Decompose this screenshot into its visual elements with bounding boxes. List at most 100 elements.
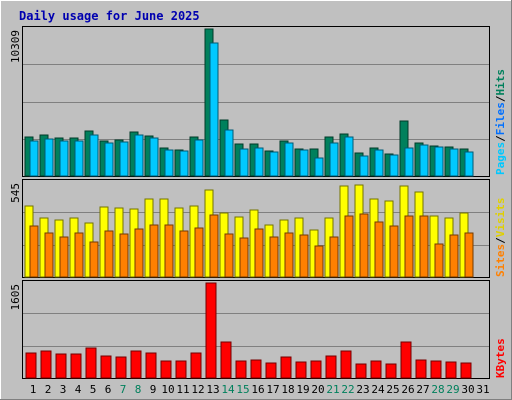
bar-kbytes-day-5: [85, 347, 97, 379]
bar-sites-day-28: [434, 243, 444, 278]
x-tick-label-1: 1: [30, 383, 37, 396]
bar-sites-day-30: [464, 232, 474, 278]
bar-files-day-25: [389, 154, 399, 177]
bar-kbytes-day-25: [385, 363, 397, 379]
x-tick-label-17: 17: [266, 383, 279, 396]
x-tick-label-23: 23: [356, 383, 369, 396]
x-tick-label-4: 4: [75, 383, 82, 396]
x-tick-label-18: 18: [281, 383, 294, 396]
bar-files-day-9: [149, 137, 159, 177]
bar-kbytes-day-10: [160, 360, 172, 379]
bar-kbytes-day-16: [250, 359, 262, 379]
panel-bottom-ymax-label: 1605: [9, 284, 22, 311]
bar-files-day-29: [449, 148, 459, 177]
bar-sites-day-7: [119, 233, 129, 278]
x-tick-label-11: 11: [176, 383, 189, 396]
bar-sites-day-18: [284, 232, 294, 278]
legend-files: Files: [494, 102, 507, 135]
bar-sites-day-25: [389, 225, 399, 278]
bar-kbytes-day-7: [115, 356, 127, 379]
bar-files-day-13: [209, 42, 219, 177]
x-tick-label-9: 9: [150, 383, 157, 396]
bar-sites-day-4: [74, 232, 84, 278]
x-tick-label-15: 15: [236, 383, 249, 396]
x-tick-label-12: 12: [191, 383, 204, 396]
bar-kbytes-day-13: [205, 282, 217, 379]
bar-sites-day-16: [254, 228, 264, 278]
bar-files-day-22: [344, 136, 354, 177]
bar-files-day-3: [59, 140, 69, 177]
x-tick-label-21: 21: [326, 383, 339, 396]
bar-files-day-28: [434, 146, 444, 177]
bar-files-day-27: [419, 144, 429, 177]
bar-kbytes-day-9: [145, 352, 157, 379]
legend-sep-2: /: [494, 95, 507, 102]
bar-sites-day-9: [149, 224, 159, 278]
bar-kbytes-day-28: [430, 360, 442, 379]
bar-kbytes-day-1: [25, 352, 37, 379]
x-tick-label-29: 29: [446, 383, 459, 396]
x-tick-label-31: 31: [476, 383, 489, 396]
bar-sites-day-13: [209, 214, 219, 278]
bar-kbytes-day-6: [100, 355, 112, 379]
x-tick-label-14: 14: [221, 383, 235, 396]
bar-kbytes-day-29: [445, 361, 457, 379]
bar-sites-day-8: [134, 228, 144, 278]
x-tick-label-2: 2: [45, 383, 52, 396]
bar-sites-day-5: [89, 241, 99, 278]
x-tick-label-5: 5: [90, 383, 97, 396]
bar-sites-day-20: [314, 245, 324, 278]
bar-sites-day-23: [359, 213, 369, 278]
bar-sites-day-15: [239, 237, 249, 278]
bar-sites-day-22: [344, 215, 354, 278]
x-tick-label-28: 28: [431, 383, 444, 396]
bar-files-day-11: [179, 150, 189, 177]
bar-kbytes-day-11: [175, 360, 187, 379]
x-tick-label-19: 19: [296, 383, 309, 396]
bar-kbytes-day-15: [235, 360, 247, 379]
x-tick-label-24: 24: [371, 383, 385, 396]
panel-top-ymax-label: 10309: [9, 30, 22, 63]
bar-kbytes-day-30: [460, 362, 472, 379]
bar-kbytes-day-8: [130, 350, 142, 379]
x-tick-label-20: 20: [311, 383, 324, 396]
x-tick-label-6: 6: [105, 383, 112, 396]
legend-sep-1: /: [494, 135, 507, 142]
bar-files-day-7: [119, 141, 129, 177]
legend-visits: Visits: [494, 198, 507, 238]
bar-files-day-8: [134, 134, 144, 177]
bar-files-day-16: [254, 147, 264, 177]
bar-sites-day-19: [299, 234, 309, 278]
bar-sites-day-3: [59, 236, 69, 278]
legend-hits: Hits: [494, 69, 507, 96]
bar-kbytes-day-17: [265, 362, 277, 379]
bar-files-day-30: [464, 151, 474, 177]
bar-files-day-21: [329, 142, 339, 177]
bar-kbytes-day-22: [340, 350, 352, 379]
chart-title: Daily usage for June 2025: [19, 9, 200, 23]
bar-kbytes-day-3: [55, 353, 67, 379]
panel-bottom-legend: KBytes: [494, 338, 507, 378]
bars-layer: [24, 28, 474, 379]
bar-kbytes-day-18: [280, 356, 292, 379]
bar-kbytes-day-24: [370, 360, 382, 379]
bar-files-day-18: [284, 142, 294, 177]
bar-kbytes-day-23: [355, 363, 367, 379]
bar-kbytes-day-26: [400, 341, 412, 379]
bar-sites-day-2: [44, 232, 54, 278]
bar-files-day-1: [29, 140, 39, 177]
legend-pages: Pages: [494, 142, 507, 175]
bar-files-day-15: [239, 148, 249, 177]
bar-sites-day-21: [329, 236, 339, 278]
bar-kbytes-day-12: [190, 352, 202, 379]
bar-kbytes-day-20: [310, 360, 322, 379]
x-tick-label-25: 25: [386, 383, 399, 396]
bar-sites-day-14: [224, 233, 234, 278]
x-tick-label-7: 7: [120, 383, 127, 396]
bar-sites-day-26: [404, 215, 414, 278]
bar-sites-day-10: [164, 224, 174, 278]
x-tick-label-16: 16: [251, 383, 264, 396]
